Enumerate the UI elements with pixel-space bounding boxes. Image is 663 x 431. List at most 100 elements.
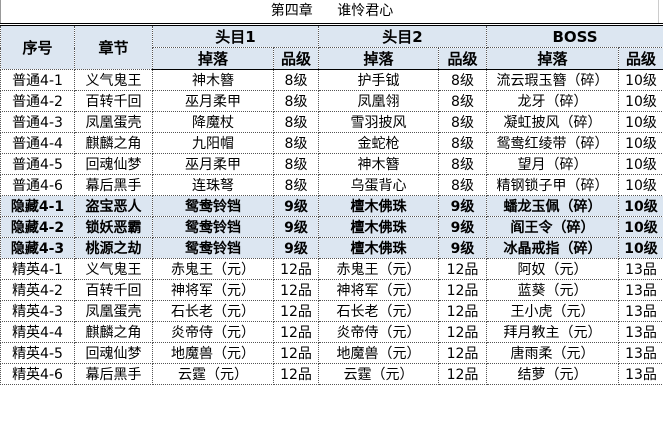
cell-index[interactable]: 精英4-1	[0, 258, 75, 280]
cell-boss2-drop[interactable]: 神将军（元）	[318, 279, 439, 301]
cell-section[interactable]: 凤凰蛋壳	[74, 300, 153, 322]
cell-boss1-drop[interactable]: 鸳鸯铃铛	[152, 195, 274, 217]
cell-boss1-drop[interactable]: 巫月柔甲	[152, 90, 274, 112]
cell-boss1-drop[interactable]: 鸳鸯铃铛	[152, 237, 274, 259]
header-index[interactable]: 序号	[0, 24, 75, 70]
cell-index[interactable]: 精英4-6	[0, 363, 75, 385]
cell-boss1-grade[interactable]: 12品	[273, 258, 319, 280]
cell-boss1-grade[interactable]: 12品	[273, 342, 319, 364]
cell-boss2-drop[interactable]: 檀木佛珠	[318, 195, 439, 217]
cell-section[interactable]: 义气鬼王	[74, 258, 153, 280]
cell-boss-drop[interactable]: 鸳鸯红绫带（碎）	[486, 132, 619, 154]
cell-boss1-grade[interactable]: 9级	[273, 237, 319, 259]
cell-boss-drop[interactable]: 阎王令（碎）	[486, 216, 619, 238]
cell-boss1-grade[interactable]: 9级	[273, 195, 319, 217]
cell-boss1-drop[interactable]: 赤鬼王（元）	[152, 258, 274, 280]
cell-boss2-drop[interactable]: 檀木佛珠	[318, 216, 439, 238]
cell-boss1-drop[interactable]: 地魔兽（元）	[152, 342, 274, 364]
header-boss2[interactable]: 头目2	[318, 24, 487, 48]
cell-index[interactable]: 隐藏4-1	[0, 195, 75, 217]
cell-boss2-drop[interactable]: 檀木佛珠	[318, 237, 439, 259]
cell-boss1-drop[interactable]: 巫月柔甲	[152, 153, 274, 175]
cell-boss1-drop[interactable]: 石长老（元）	[152, 300, 274, 322]
cell-boss-grade[interactable]: 13品	[618, 363, 663, 385]
cell-boss-grade[interactable]: 13品	[618, 258, 663, 280]
cell-boss2-grade[interactable]: 8级	[438, 132, 487, 154]
cell-boss-drop[interactable]: 王小虎（元）	[486, 300, 619, 322]
cell-boss1-drop[interactable]: 神将军（元）	[152, 279, 274, 301]
cell-boss-drop[interactable]: 流云瑕玉簪（碎）	[486, 69, 619, 91]
cell-boss2-grade[interactable]: 9级	[438, 237, 487, 259]
cell-boss1-grade[interactable]: 8级	[273, 111, 319, 133]
header-drop[interactable]: 掉落	[486, 47, 619, 70]
cell-boss2-grade[interactable]: 12品	[438, 363, 487, 385]
cell-boss2-drop[interactable]: 地魔兽（元）	[318, 342, 439, 364]
cell-boss-drop[interactable]: 唐雨柔（元）	[486, 342, 619, 364]
cell-boss1-grade[interactable]: 9级	[273, 216, 319, 238]
cell-boss-grade[interactable]: 10级	[618, 174, 663, 196]
cell-boss1-grade[interactable]: 12品	[273, 279, 319, 301]
cell-boss1-grade[interactable]: 8级	[273, 153, 319, 175]
cell-boss1-drop[interactable]: 神木簪	[152, 69, 274, 91]
cell-boss2-grade[interactable]: 12品	[438, 279, 487, 301]
cell-index[interactable]: 普通4-2	[0, 90, 75, 112]
cell-boss-drop[interactable]: 望月（碎）	[486, 153, 619, 175]
cell-index[interactable]: 普通4-5	[0, 153, 75, 175]
cell-boss2-grade[interactable]: 8级	[438, 69, 487, 91]
cell-section[interactable]: 百转千回	[74, 90, 153, 112]
cell-boss2-drop[interactable]: 神木簪	[318, 153, 439, 175]
cell-boss2-grade[interactable]: 12品	[438, 300, 487, 322]
cell-section[interactable]: 盗宝恶人	[74, 195, 153, 217]
cell-boss1-drop[interactable]: 降魔杖	[152, 111, 274, 133]
cell-boss2-grade[interactable]: 9级	[438, 195, 487, 217]
cell-boss1-grade[interactable]: 8级	[273, 90, 319, 112]
header-drop[interactable]: 掉落	[152, 47, 274, 70]
cell-index[interactable]: 隐藏4-3	[0, 237, 75, 259]
cell-section[interactable]: 凤凰蛋壳	[74, 111, 153, 133]
cell-section[interactable]: 义气鬼王	[74, 69, 153, 91]
cell-boss1-drop[interactable]: 九阳帽	[152, 132, 274, 154]
cell-boss2-grade[interactable]: 12品	[438, 342, 487, 364]
cell-boss-grade[interactable]: 13品	[618, 342, 663, 364]
cell-boss2-drop[interactable]: 赤鬼王（元）	[318, 258, 439, 280]
cell-boss-grade[interactable]: 13品	[618, 321, 663, 343]
cell-boss2-grade[interactable]: 8级	[438, 153, 487, 175]
cell-boss2-drop[interactable]: 石长老（元）	[318, 300, 439, 322]
header-drop[interactable]: 掉落	[318, 47, 439, 70]
cell-boss-drop[interactable]: 凝虹披风（碎）	[486, 111, 619, 133]
cell-boss-drop[interactable]: 蟠龙玉佩（碎）	[486, 195, 619, 217]
cell-boss1-grade[interactable]: 8级	[273, 174, 319, 196]
cell-index[interactable]: 精英4-2	[0, 279, 75, 301]
cell-boss-grade[interactable]: 10级	[618, 153, 663, 175]
cell-boss-drop[interactable]: 拜月教主（元）	[486, 321, 619, 343]
cell-boss-drop[interactable]: 蓝葵（元）	[486, 279, 619, 301]
header-grade[interactable]: 品级	[273, 47, 319, 70]
cell-boss-grade[interactable]: 10级	[618, 195, 663, 217]
cell-boss1-grade[interactable]: 12品	[273, 321, 319, 343]
cell-boss1-drop[interactable]: 鸳鸯铃铛	[152, 216, 274, 238]
cell-boss-drop[interactable]: 结萝（元）	[486, 363, 619, 385]
cell-boss1-drop[interactable]: 云霆（元）	[152, 363, 274, 385]
cell-section[interactable]: 回魂仙梦	[74, 153, 153, 175]
cell-boss-grade[interactable]: 10级	[618, 69, 663, 91]
cell-boss-grade[interactable]: 10级	[618, 111, 663, 133]
cell-boss2-grade[interactable]: 12品	[438, 258, 487, 280]
cell-index[interactable]: 普通4-4	[0, 132, 75, 154]
cell-boss2-drop[interactable]: 护手钺	[318, 69, 439, 91]
cell-index[interactable]: 普通4-6	[0, 174, 75, 196]
cell-boss-grade[interactable]: 13品	[618, 279, 663, 301]
cell-boss-grade[interactable]: 10级	[618, 90, 663, 112]
cell-boss1-grade[interactable]: 8级	[273, 69, 319, 91]
cell-boss1-drop[interactable]: 连珠弩	[152, 174, 274, 196]
cell-boss-grade[interactable]: 10级	[618, 237, 663, 259]
header-final-boss[interactable]: BOSS	[486, 24, 663, 48]
cell-boss-drop[interactable]: 精钢锁子甲（碎）	[486, 174, 619, 196]
cell-index[interactable]: 普通4-1	[0, 69, 75, 91]
cell-index[interactable]: 隐藏4-2	[0, 216, 75, 238]
cell-index[interactable]: 精英4-4	[0, 321, 75, 343]
cell-section[interactable]: 麒麟之角	[74, 321, 153, 343]
cell-index[interactable]: 精英4-3	[0, 300, 75, 322]
cell-index[interactable]: 精英4-5	[0, 342, 75, 364]
header-grade[interactable]: 品级	[618, 47, 663, 70]
cell-boss2-drop[interactable]: 凤凰翎	[318, 90, 439, 112]
